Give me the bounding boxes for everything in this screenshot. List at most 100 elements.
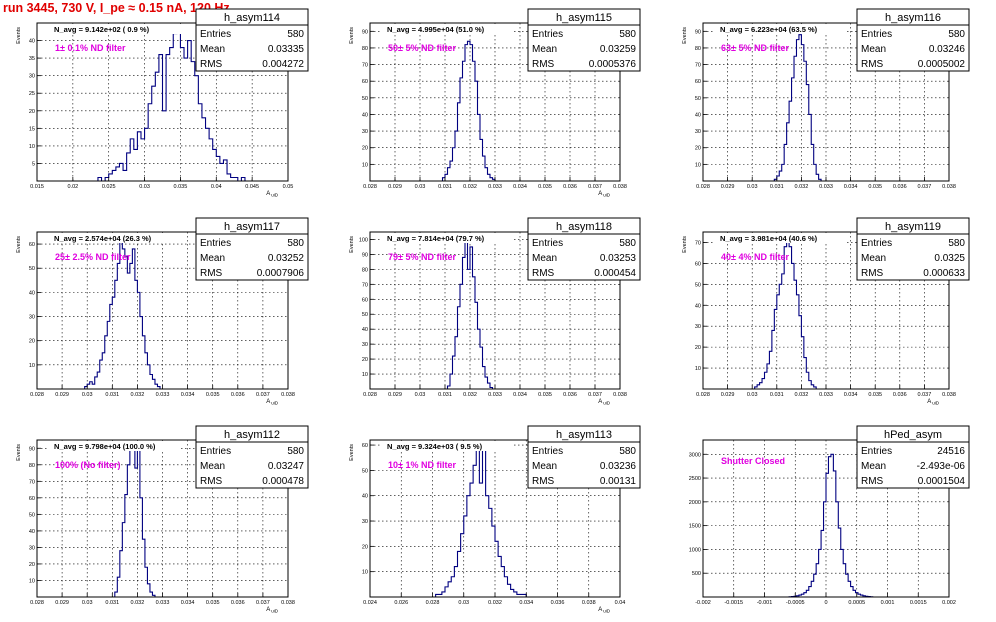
x-tick-label: 0.036 bbox=[551, 600, 565, 606]
stats-label: RMS bbox=[532, 268, 555, 279]
stats-box bbox=[856, 217, 970, 281]
x-tick-label: 0.035 bbox=[206, 600, 220, 606]
x-tick-label: 0.032 bbox=[795, 392, 809, 398]
x-tick-label: 0.031 bbox=[438, 184, 452, 190]
navg-label: N_avg = 3.981e+04 (40.6 %) bbox=[720, 234, 818, 243]
x-tick-label: 0.034 bbox=[844, 184, 858, 190]
y-tick-label: 10 bbox=[362, 570, 368, 576]
x-axis-title: AuiD bbox=[598, 399, 611, 406]
stats-value: 0.03246 bbox=[929, 44, 966, 55]
y-tick-label: 20 bbox=[695, 345, 701, 351]
y-tick-label: 70 bbox=[362, 282, 368, 288]
y-tick-label: 10 bbox=[29, 363, 35, 369]
x-tick-label: 0.037 bbox=[256, 392, 270, 398]
y-tick-label: 80 bbox=[362, 267, 368, 273]
y-axis-title: Events bbox=[682, 236, 688, 253]
y-tick-label: 1000 bbox=[689, 547, 701, 553]
navg-label: N_avg = 2.574e+04 (26.3 %) bbox=[54, 234, 152, 243]
stats-value: 0.03252 bbox=[268, 253, 305, 264]
histogram-pad-h_asym116: 0.028 0.029 0.03 0.031 0.032 0.033 0.034 0.035 0… bbox=[682, 8, 970, 190]
x-tick-label: 0.03 bbox=[415, 184, 426, 190]
y-tick-label: 20 bbox=[362, 544, 368, 550]
navg-label: N_avg = 7.814e+04 (79.7 %) bbox=[387, 234, 485, 243]
x-tick-label: 0.038 bbox=[942, 184, 956, 190]
y-tick-label: 30 bbox=[29, 545, 35, 551]
filter-annotation: 100% (No filter) bbox=[55, 460, 121, 470]
y-axis-title: Events bbox=[349, 27, 355, 44]
stats-label: RMS bbox=[200, 476, 223, 487]
stats-value: 0.03259 bbox=[600, 44, 637, 55]
y-tick-label: 60 bbox=[29, 242, 35, 248]
x-tick-label: 0.029 bbox=[388, 184, 402, 190]
stats-label: Entries bbox=[861, 446, 892, 457]
y-tick-label: 40 bbox=[695, 112, 701, 118]
x-tick-label: 0.035 bbox=[206, 392, 220, 398]
stats-label: RMS bbox=[861, 476, 884, 487]
x-tick-label: 0.036 bbox=[893, 392, 907, 398]
y-tick-label: 90 bbox=[362, 252, 368, 258]
x-tick-label: 0.031 bbox=[770, 392, 784, 398]
x-tick-label: 0.036 bbox=[563, 184, 577, 190]
stats-label: Entries bbox=[200, 238, 231, 249]
filter-annotation: 10± 1% ND filter bbox=[388, 460, 456, 470]
y-tick-label: 50 bbox=[362, 312, 368, 318]
navg-box bbox=[715, 24, 847, 34]
y-tick-label: 40 bbox=[362, 327, 368, 333]
y-axis-title: Events bbox=[16, 27, 22, 44]
navg-label: N_avg = 6.223e+04 (63.5 %) bbox=[720, 25, 818, 34]
x-tick-label: 0.034 bbox=[181, 600, 195, 606]
x-tick-label: 0.037 bbox=[918, 392, 932, 398]
stats-value: 0.03247 bbox=[268, 461, 305, 472]
navg-box bbox=[49, 441, 181, 451]
histogram-name: h_asym117 bbox=[224, 221, 280, 233]
stats-box bbox=[527, 425, 641, 489]
y-tick-label: 90 bbox=[695, 29, 701, 35]
histogram-pad-h_asym112: 0.028 0.029 0.03 0.031 0.032 0.033 0.034 0.035 0… bbox=[16, 425, 309, 614]
filter-annotation: 25± 2.5% ND filter bbox=[55, 252, 131, 262]
stats-value: 0.0325 bbox=[934, 253, 965, 264]
y-tick-label: 60 bbox=[362, 79, 368, 85]
stats-value: 580 bbox=[619, 446, 636, 457]
stats-value: 580 bbox=[619, 238, 636, 249]
y-tick-label: 60 bbox=[362, 443, 368, 449]
x-tick-label: 0.032 bbox=[463, 392, 477, 398]
x-axis-title: AuiD bbox=[266, 191, 279, 198]
x-tick-label: 0.035 bbox=[174, 184, 188, 190]
y-tick-label: 80 bbox=[29, 463, 35, 469]
x-tick-label: 0.033 bbox=[488, 184, 502, 190]
y-tick-label: 20 bbox=[695, 146, 701, 152]
x-axis-title: AuiD bbox=[266, 607, 279, 614]
x-tick-label: 0.034 bbox=[519, 600, 533, 606]
x-tick-label: 0.036 bbox=[231, 600, 245, 606]
stats-value: 580 bbox=[287, 446, 304, 457]
y-tick-label: 35 bbox=[29, 56, 35, 62]
y-tick-label: 50 bbox=[362, 96, 368, 102]
y-tick-label: 80 bbox=[695, 46, 701, 52]
y-tick-label: 10 bbox=[362, 372, 368, 378]
histogram-pad-h_asym117: 0.028 0.029 0.03 0.031 0.032 0.033 0.034 0.035 0… bbox=[16, 217, 309, 406]
histogram-name: h_asym115 bbox=[556, 12, 612, 24]
y-tick-label: 50 bbox=[362, 468, 368, 474]
x-tick-label: 0.028 bbox=[426, 600, 440, 606]
x-tick-label: 0.031 bbox=[438, 392, 452, 398]
stats-label: Entries bbox=[861, 29, 892, 40]
filter-annotation: 63± 5% ND filter bbox=[721, 43, 789, 53]
x-tick-label: 0.04 bbox=[615, 600, 626, 606]
y-tick-label: 80 bbox=[362, 46, 368, 52]
x-tick-label: -0.001 bbox=[757, 600, 773, 606]
y-tick-label: 10 bbox=[362, 162, 368, 168]
y-tick-label: 70 bbox=[695, 240, 701, 246]
y-tick-label: 30 bbox=[362, 519, 368, 525]
y-tick-label: 2500 bbox=[689, 476, 701, 482]
x-tick-label: 0.002 bbox=[942, 600, 956, 606]
histogram-series-h_asym119 bbox=[754, 237, 817, 389]
x-tick-label: 0.032 bbox=[131, 392, 145, 398]
x-tick-label: -0.002 bbox=[695, 600, 711, 606]
y-tick-label: 20 bbox=[362, 146, 368, 152]
stats-label: Mean bbox=[861, 44, 886, 55]
x-tick-label: 0.037 bbox=[588, 184, 602, 190]
y-tick-label: 40 bbox=[29, 529, 35, 535]
stats-label: Mean bbox=[532, 44, 557, 55]
stats-value: 0.0001504 bbox=[918, 476, 966, 487]
stats-label: Entries bbox=[861, 238, 892, 249]
